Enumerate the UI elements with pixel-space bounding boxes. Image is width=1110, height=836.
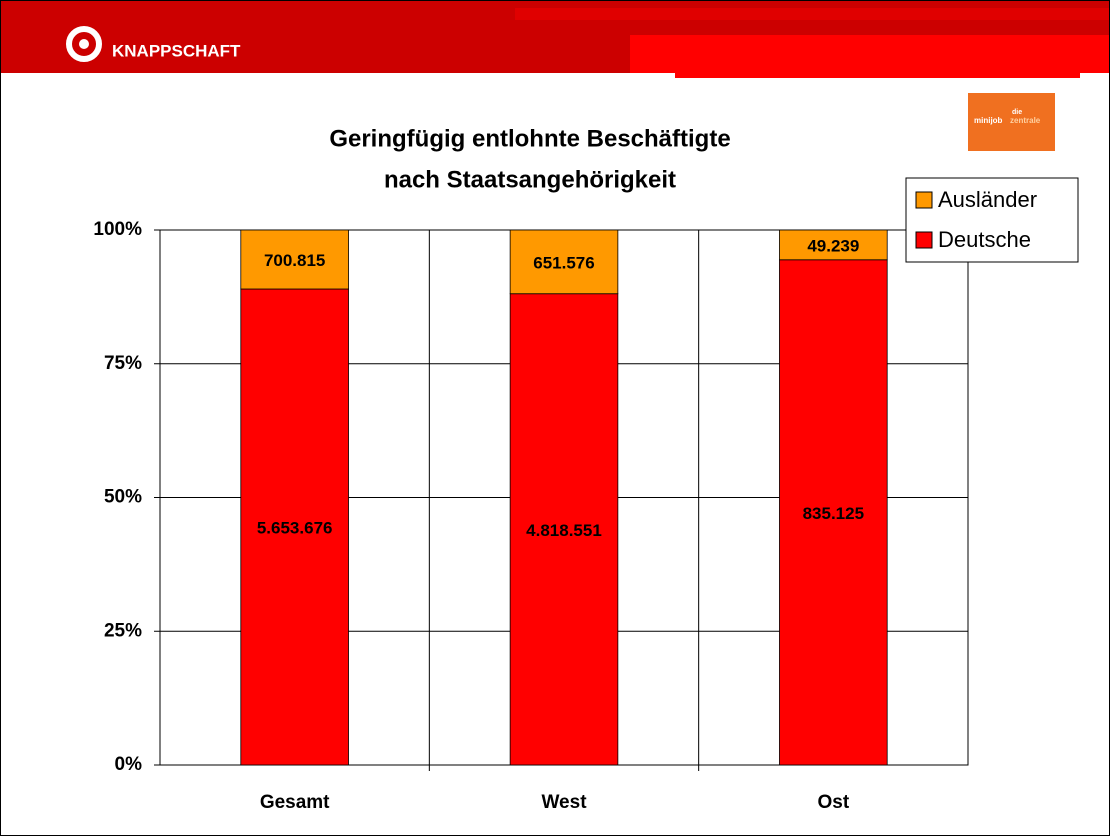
x-tick-label: Gesamt: [260, 792, 330, 813]
chart-title: Geringfügig entlohnte Beschäftigte: [329, 125, 730, 152]
y-tick-label: 50%: [104, 487, 142, 508]
bar-segment: [779, 259, 888, 766]
value-label: 700.815: [264, 251, 325, 270]
y-tick-label: 75%: [104, 353, 142, 374]
value-label: 5.653.676: [257, 518, 333, 537]
bar-segment: [509, 293, 619, 766]
x-tick-label: Ost: [817, 792, 849, 813]
bar-segment: [509, 229, 619, 295]
brand-logo: [79, 39, 89, 49]
bar-segment: [240, 229, 349, 290]
minijob-logo: [968, 93, 1055, 151]
header-stripe: [675, 73, 1080, 78]
minijob-logo-text: die: [1012, 109, 1022, 116]
legend-swatch: [915, 231, 933, 249]
legend-label: Ausländer: [938, 187, 1037, 212]
chart-title: nach Staatsangehörigkeit: [384, 166, 676, 193]
minijob-logo-text: minijob: [974, 116, 1003, 125]
header-stripe: [630, 35, 1109, 73]
header-stripe: [515, 8, 1109, 20]
x-tick-label: West: [541, 792, 587, 813]
value-label: 651.576: [533, 253, 594, 272]
brand-name: KNAPPSCHAFT: [112, 41, 241, 60]
value-label: 4.818.551: [526, 521, 602, 540]
brand-logo: [66, 26, 102, 62]
value-label: 49.239: [807, 236, 859, 255]
minijob-logo-text: zentrale: [1010, 116, 1041, 125]
legend-swatch: [915, 191, 933, 209]
y-tick-label: 0%: [115, 754, 143, 775]
bar-segment: [240, 288, 349, 766]
legend-label: Deutsche: [938, 227, 1031, 252]
legend-box: [905, 177, 1079, 263]
bar-segment: [779, 229, 888, 261]
y-tick-label: 25%: [104, 620, 142, 641]
y-tick-label: 100%: [93, 219, 142, 240]
value-label: 835.125: [803, 504, 864, 523]
